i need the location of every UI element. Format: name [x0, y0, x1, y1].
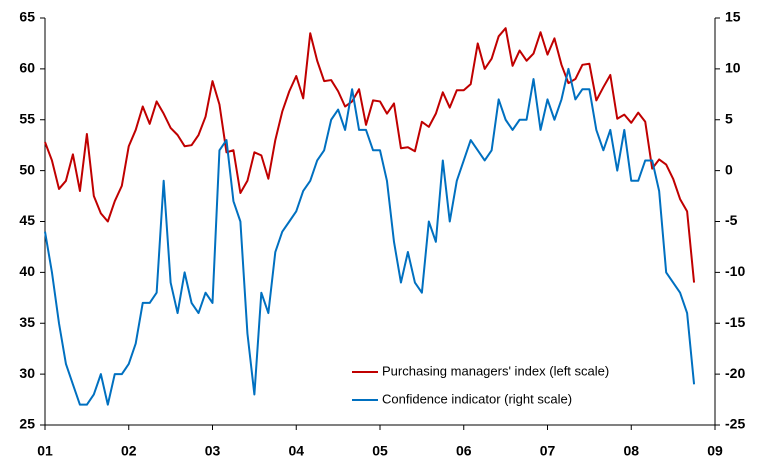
x-tick-label: 07	[540, 443, 556, 459]
y-tick-label: 35	[19, 314, 35, 330]
x-tick-label: 05	[372, 443, 388, 459]
legend-label: Confidence indicator (right scale)	[382, 391, 572, 406]
y2-tick-label: -25	[725, 416, 745, 432]
series-line	[44, 27, 696, 283]
x-tick-label: 01	[37, 443, 53, 459]
y-tick-label: 55	[19, 110, 35, 126]
x-tick-label: 03	[205, 443, 221, 459]
series-line	[44, 67, 696, 406]
y2-tick-label: -20	[725, 365, 745, 381]
y2-tick-label: 5	[725, 110, 733, 126]
y-tick-label: 45	[19, 212, 35, 228]
y2-tick-label: 10	[725, 60, 741, 76]
y-tick-label: 50	[19, 161, 35, 177]
x-tick-label: 09	[707, 443, 723, 459]
legend-label: Purchasing managers' index (left scale)	[382, 363, 609, 378]
y2-tick-label: -10	[725, 263, 745, 279]
x-tick-label: 08	[623, 443, 639, 459]
y2-tick-label: 15	[725, 9, 741, 25]
y-tick-label: 25	[19, 416, 35, 432]
y-tick-label: 30	[19, 365, 35, 381]
x-tick-label: 02	[121, 443, 137, 459]
x-tick-label: 04	[288, 443, 304, 459]
y-tick-label: 65	[19, 9, 35, 25]
y-tick-label: 40	[19, 263, 35, 279]
y2-tick-label: -5	[725, 212, 738, 228]
y2-tick-label: -15	[725, 314, 745, 330]
y2-tick-label: 0	[725, 161, 733, 177]
x-tick-label: 06	[456, 443, 472, 459]
y-tick-label: 60	[19, 60, 35, 76]
